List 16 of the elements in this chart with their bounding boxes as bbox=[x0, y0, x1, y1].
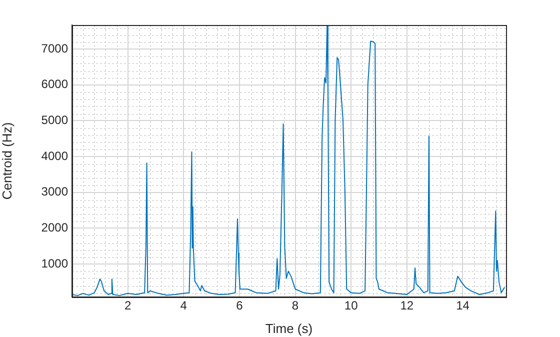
y-tick-label: 3000 bbox=[41, 184, 68, 199]
x-axis-title: Time (s) bbox=[265, 320, 313, 336]
y-tick-label: 5000 bbox=[41, 112, 68, 127]
x-tick-label: 2 bbox=[124, 298, 132, 313]
x-tick-label: 4 bbox=[180, 298, 188, 313]
x-tick-label: 6 bbox=[236, 298, 244, 313]
y-tick-label: 4000 bbox=[41, 148, 68, 163]
y-axis-title: Centroid (Hz) bbox=[0, 122, 14, 200]
y-tick-label: 7000 bbox=[41, 41, 68, 56]
x-tick-label: 10 bbox=[344, 298, 358, 313]
y-tick-label: 2000 bbox=[41, 220, 68, 235]
y-tick-label: 1000 bbox=[41, 256, 68, 270]
x-tick-label: 12 bbox=[400, 298, 414, 313]
x-tick-label: 8 bbox=[292, 298, 299, 313]
x-tick-label: 14 bbox=[456, 298, 470, 313]
y-tick-label: 6000 bbox=[41, 77, 68, 92]
